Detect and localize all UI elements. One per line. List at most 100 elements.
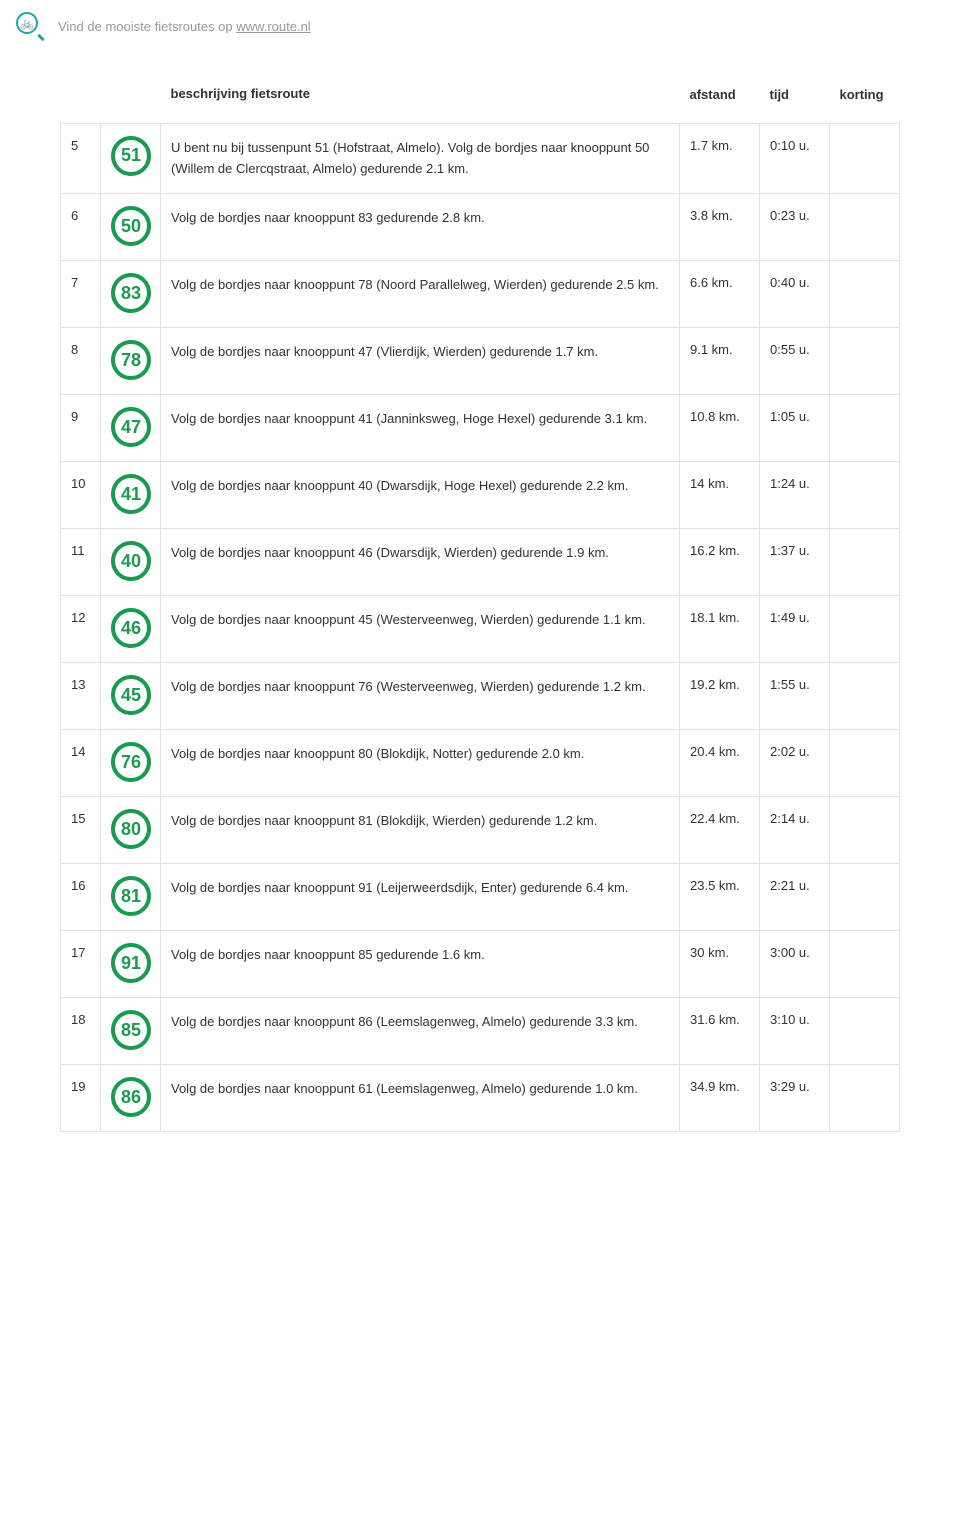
table-row: 1791Volg de bordjes naar knooppunt 85 ge…	[61, 931, 900, 998]
step-number: 16	[61, 864, 101, 931]
korting	[830, 663, 900, 730]
col-node-header	[101, 72, 161, 123]
time: 1:05 u.	[760, 395, 830, 462]
distance: 22.4 km.	[680, 797, 760, 864]
description: Volg de bordjes naar knooppunt 45 (Weste…	[161, 596, 680, 663]
route-table: beschrijving fietsroute afstand tijd kor…	[60, 72, 900, 1132]
step-number: 7	[61, 261, 101, 328]
step-number: 13	[61, 663, 101, 730]
distance: 20.4 km.	[680, 730, 760, 797]
tagline-link[interactable]: www.route.nl	[236, 19, 310, 34]
distance: 9.1 km.	[680, 328, 760, 395]
node-badge: 78	[111, 340, 151, 380]
table-row: 1140Volg de bordjes naar knooppunt 46 (D…	[61, 529, 900, 596]
logo-icon: 🚲	[16, 12, 44, 40]
distance: 30 km.	[680, 931, 760, 998]
description: U bent nu bij tussenpunt 51 (Hofstraat, …	[161, 123, 680, 194]
step-number: 11	[61, 529, 101, 596]
step-number: 19	[61, 1065, 101, 1132]
korting	[830, 864, 900, 931]
description: Volg de bordjes naar knooppunt 40 (Dwars…	[161, 462, 680, 529]
node-cell: 81	[101, 864, 161, 931]
distance: 10.8 km.	[680, 395, 760, 462]
distance: 3.8 km.	[680, 194, 760, 261]
description: Volg de bordjes naar knooppunt 78 (Noord…	[161, 261, 680, 328]
node-cell: 40	[101, 529, 161, 596]
korting	[830, 529, 900, 596]
time: 0:55 u.	[760, 328, 830, 395]
korting	[830, 194, 900, 261]
description: Volg de bordjes naar knooppunt 46 (Dwars…	[161, 529, 680, 596]
description: Volg de bordjes naar knooppunt 41 (Janni…	[161, 395, 680, 462]
node-badge: 83	[111, 273, 151, 313]
time: 1:37 u.	[760, 529, 830, 596]
node-badge: 81	[111, 876, 151, 916]
description: Volg de bordjes naar knooppunt 76 (Weste…	[161, 663, 680, 730]
node-badge: 80	[111, 809, 151, 849]
node-badge: 91	[111, 943, 151, 983]
description: Volg de bordjes naar knooppunt 85 gedure…	[161, 931, 680, 998]
table-row: 1476Volg de bordjes naar knooppunt 80 (B…	[61, 730, 900, 797]
node-cell: 83	[101, 261, 161, 328]
table-row: 1986Volg de bordjes naar knooppunt 61 (L…	[61, 1065, 900, 1132]
distance: 6.6 km.	[680, 261, 760, 328]
time: 3:29 u.	[760, 1065, 830, 1132]
col-time-header: tijd	[760, 72, 830, 123]
node-cell: 50	[101, 194, 161, 261]
table-row: 947Volg de bordjes naar knooppunt 41 (Ja…	[61, 395, 900, 462]
time: 3:00 u.	[760, 931, 830, 998]
time: 1:24 u.	[760, 462, 830, 529]
node-cell: 80	[101, 797, 161, 864]
table-row: 878Volg de bordjes naar knooppunt 47 (Vl…	[61, 328, 900, 395]
description: Volg de bordjes naar knooppunt 81 (Blokd…	[161, 797, 680, 864]
time: 0:23 u.	[760, 194, 830, 261]
step-number: 9	[61, 395, 101, 462]
time: 0:40 u.	[760, 261, 830, 328]
step-number: 18	[61, 998, 101, 1065]
tagline-text: Vind de mooiste fietsroutes op	[58, 19, 236, 34]
description: Volg de bordjes naar knooppunt 47 (Vlier…	[161, 328, 680, 395]
node-cell: 45	[101, 663, 161, 730]
col-kort-header: korting	[830, 72, 900, 123]
distance: 34.9 km.	[680, 1065, 760, 1132]
node-badge: 40	[111, 541, 151, 581]
korting	[830, 931, 900, 998]
time: 2:14 u.	[760, 797, 830, 864]
table-row: 650Volg de bordjes naar knooppunt 83 ged…	[61, 194, 900, 261]
node-cell: 91	[101, 931, 161, 998]
node-badge: 86	[111, 1077, 151, 1117]
node-badge: 50	[111, 206, 151, 246]
korting	[830, 261, 900, 328]
node-badge: 46	[111, 608, 151, 648]
content: beschrijving fietsroute afstand tijd kor…	[0, 52, 960, 1142]
node-cell: 86	[101, 1065, 161, 1132]
distance: 23.5 km.	[680, 864, 760, 931]
distance: 18.1 km.	[680, 596, 760, 663]
time: 0:10 u.	[760, 123, 830, 194]
step-number: 10	[61, 462, 101, 529]
route-body: 551U bent nu bij tussenpunt 51 (Hofstraa…	[61, 123, 900, 1132]
node-cell: 47	[101, 395, 161, 462]
node-badge: 85	[111, 1010, 151, 1050]
step-number: 8	[61, 328, 101, 395]
node-cell: 85	[101, 998, 161, 1065]
korting	[830, 395, 900, 462]
node-badge: 41	[111, 474, 151, 514]
time: 2:21 u.	[760, 864, 830, 931]
tagline: Vind de mooiste fietsroutes op www.route…	[58, 19, 311, 34]
table-row: 783Volg de bordjes naar knooppunt 78 (No…	[61, 261, 900, 328]
col-desc-header: beschrijving fietsroute	[161, 72, 680, 123]
description: Volg de bordjes naar knooppunt 83 gedure…	[161, 194, 680, 261]
description: Volg de bordjes naar knooppunt 86 (Leems…	[161, 998, 680, 1065]
korting	[830, 462, 900, 529]
time: 1:49 u.	[760, 596, 830, 663]
node-cell: 46	[101, 596, 161, 663]
node-cell: 76	[101, 730, 161, 797]
korting	[830, 797, 900, 864]
step-number: 17	[61, 931, 101, 998]
table-row: 1885Volg de bordjes naar knooppunt 86 (L…	[61, 998, 900, 1065]
node-cell: 78	[101, 328, 161, 395]
node-badge: 76	[111, 742, 151, 782]
korting	[830, 1065, 900, 1132]
time: 3:10 u.	[760, 998, 830, 1065]
